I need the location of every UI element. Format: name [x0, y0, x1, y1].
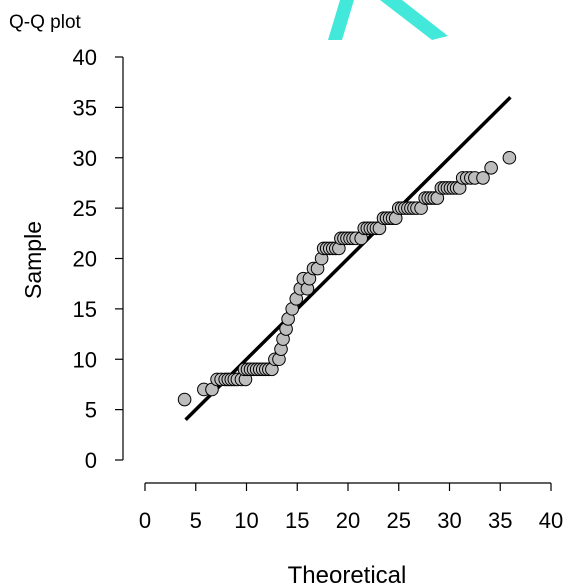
x-tick-label: 40 — [539, 508, 563, 533]
points-layer — [177, 150, 517, 407]
y-axis-label: Sample — [20, 221, 46, 299]
x-tick-label: 35 — [488, 508, 512, 533]
reference-line-layer — [184, 96, 512, 421]
data-point — [484, 161, 498, 175]
data-point — [177, 392, 192, 407]
x-tick-label: 5 — [190, 508, 202, 533]
y-tick-label: 0 — [85, 448, 97, 473]
chart-title: Q-Q plot — [9, 12, 81, 33]
x-axis: 0 5 10 15 20 25 30 35 40 — [139, 482, 563, 533]
x-tick-label: 20 — [336, 508, 360, 533]
watermark-right-stroke — [380, 0, 448, 40]
qq-reference-line — [184, 96, 512, 421]
x-axis-label: Theoretical — [288, 562, 407, 587]
y-tick-label: 5 — [85, 398, 97, 423]
x-tick-label: 10 — [234, 508, 258, 533]
x-tick-label: 0 — [139, 508, 151, 533]
y-tick-label: 30 — [73, 146, 97, 171]
x-tick-label: 25 — [387, 508, 411, 533]
data-point — [502, 150, 517, 165]
x-tick-label: 30 — [437, 508, 461, 533]
data-point — [476, 171, 490, 185]
y-tick-label: 15 — [73, 297, 97, 322]
y-axis: 0 5 10 15 20 25 30 35 40 — [73, 45, 124, 473]
y-tick-label: 25 — [73, 196, 97, 221]
watermark-shape — [328, 0, 448, 40]
y-tick-label: 20 — [73, 247, 97, 272]
watermark-left-stroke — [328, 0, 354, 40]
y-tick-label: 40 — [73, 45, 97, 70]
y-tick-label: 10 — [73, 347, 97, 372]
x-tick-label: 15 — [285, 508, 309, 533]
y-tick-label: 35 — [73, 95, 97, 120]
